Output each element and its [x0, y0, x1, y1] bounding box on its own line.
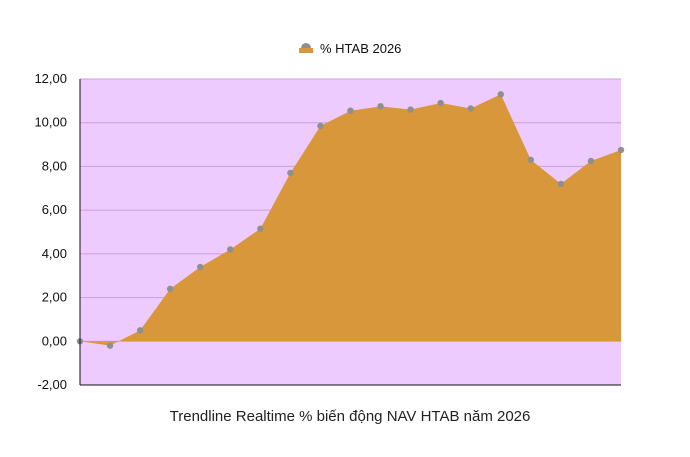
area-series-fill — [80, 94, 621, 346]
data-point — [407, 106, 414, 113]
data-point — [497, 91, 504, 98]
area-series — [80, 94, 621, 346]
y-tick-label: 8,00 — [42, 158, 67, 173]
data-markers — [76, 91, 625, 349]
y-tick-label: 0,00 — [42, 333, 67, 348]
data-point — [527, 156, 535, 164]
y-tick-label: 2,00 — [42, 290, 67, 305]
y-tick-label: 6,00 — [42, 202, 67, 217]
data-point — [317, 122, 324, 130]
y-tick-label: -2,00 — [37, 377, 67, 392]
legend-label: % HTAB 2026 — [320, 41, 401, 56]
y-tick-label: 10,00 — [34, 115, 67, 130]
data-point — [347, 107, 354, 114]
legend-swatch — [299, 48, 313, 53]
data-point — [467, 105, 474, 112]
data-point — [437, 99, 444, 107]
data-point — [377, 103, 384, 110]
data-point — [227, 246, 234, 253]
legend: % HTAB 2026 — [299, 41, 401, 56]
data-point — [587, 157, 595, 165]
data-point — [257, 225, 264, 232]
y-tick-labels: 12,00 10,00 8,00 6,00 4,00 2,00 0,00 -2,00 — [34, 71, 67, 392]
data-point — [106, 342, 114, 349]
y-tick-label: 12,00 — [34, 71, 67, 86]
x-axis-caption: Trendline Realtime % biến động NAV HTAB … — [170, 408, 531, 425]
data-point — [557, 180, 565, 188]
data-point — [136, 327, 144, 334]
data-point — [166, 285, 174, 293]
data-point — [197, 263, 204, 271]
data-point — [617, 146, 625, 154]
data-point — [287, 169, 294, 177]
y-tick-label: 4,00 — [42, 246, 67, 261]
